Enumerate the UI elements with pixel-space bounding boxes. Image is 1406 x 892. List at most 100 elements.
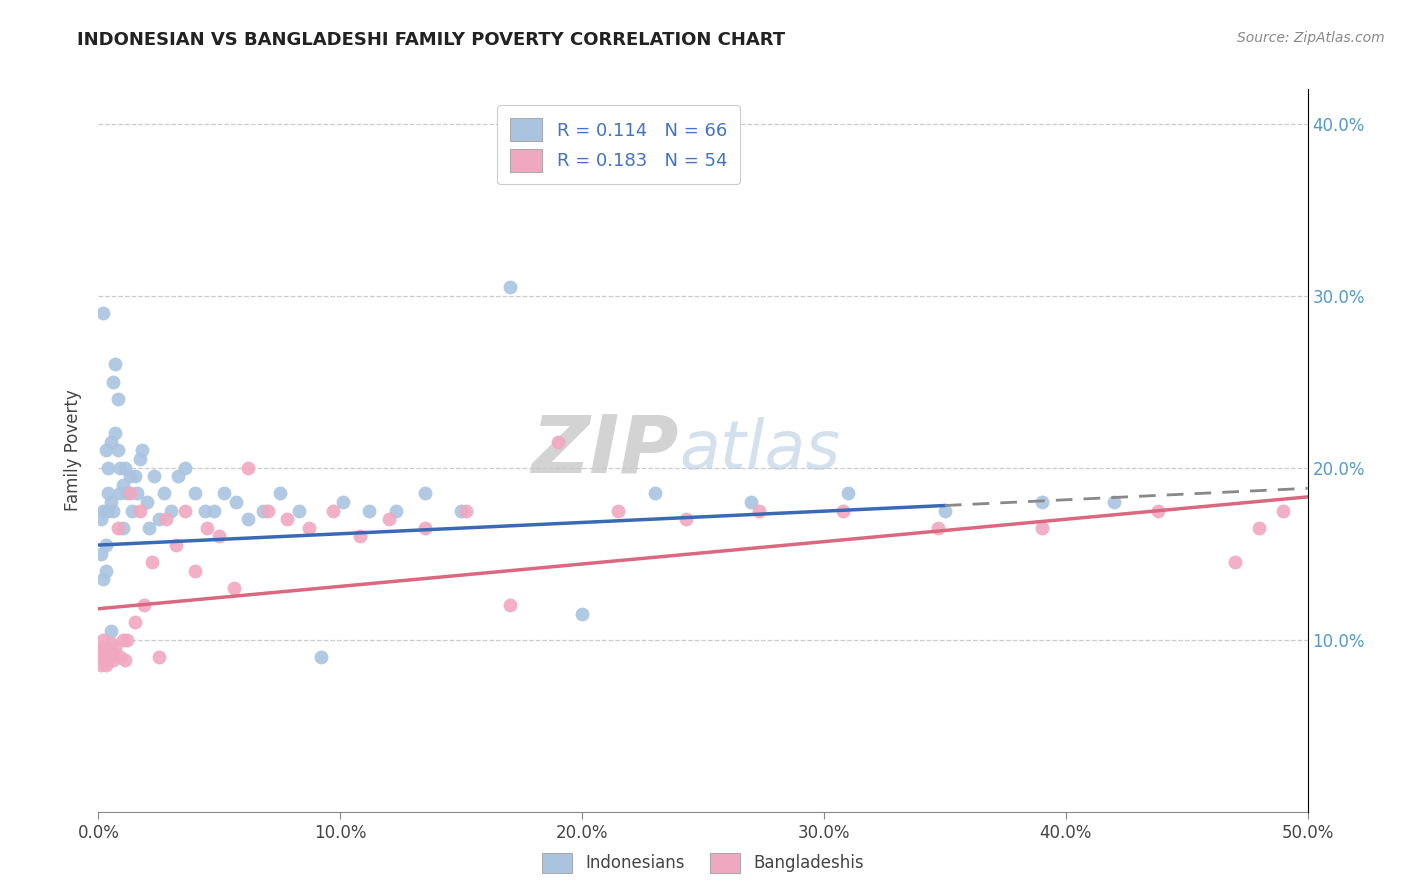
Point [212,486,235,500]
Point [748,503,770,517]
Point [1272,503,1295,517]
Point [127,486,149,500]
Point [1102,495,1125,509]
Point [124,469,146,483]
Point [111,478,134,492]
Point [148,512,170,526]
Point [90,641,112,656]
Point [143,469,166,483]
Point [225,495,247,509]
Point [135,495,157,509]
Point [111,632,134,647]
Point [101,653,124,667]
Point [117,632,139,647]
Text: ZIP: ZIP [531,411,679,490]
Point [174,503,197,517]
Point [322,503,344,517]
Point [1223,555,1246,569]
Point [740,495,762,509]
Point [90,641,112,656]
Point [104,641,127,656]
Point [107,521,129,535]
Point [104,358,127,372]
Point [238,460,260,475]
Point [1031,495,1053,509]
Legend: Indonesians, Bangladeshis: Indonesians, Bangladeshis [536,847,870,880]
Point [349,529,371,543]
Point [94,503,117,517]
Point [332,495,354,509]
Point [377,512,399,526]
Point [288,503,311,517]
Legend: R = 0.114   N = 66, R = 0.183   N = 54: R = 0.114 N = 66, R = 0.183 N = 54 [496,105,740,185]
Point [91,649,114,664]
Point [97,653,120,667]
Point [94,538,117,552]
Point [675,512,697,526]
Point [90,658,112,673]
Point [413,486,436,500]
Point [252,503,274,517]
Point [100,636,122,650]
Point [114,460,136,475]
Point [359,503,381,517]
Point [152,486,174,500]
Point [108,460,131,475]
Point [91,306,114,320]
Point [134,599,156,613]
Point [94,443,117,458]
Point [107,443,129,458]
Point [298,521,321,535]
Point [90,512,112,526]
Point [607,503,630,517]
Point [1146,503,1168,517]
Point [100,434,122,449]
Point [222,581,245,595]
Point [97,503,120,517]
Point [276,512,298,526]
Text: Source: ZipAtlas.com: Source: ZipAtlas.com [1237,31,1385,45]
Point [100,495,122,509]
Point [165,538,187,552]
Point [454,503,477,517]
Point [138,521,160,535]
Point [269,486,291,500]
Point [204,503,226,517]
Point [91,641,114,656]
Y-axis label: Family Poverty: Family Poverty [65,390,83,511]
Point [644,486,666,500]
Point [184,564,207,578]
Point [91,632,114,647]
Point [1031,521,1053,535]
Point [118,469,141,483]
Point [547,434,569,449]
Point [94,649,117,664]
Point [128,503,150,517]
Text: atlas: atlas [679,417,839,483]
Text: INDONESIAN VS BANGLADESHI FAMILY POVERTY CORRELATION CHART: INDONESIAN VS BANGLADESHI FAMILY POVERTY… [77,31,786,49]
Point [1249,521,1271,535]
Point [141,555,163,569]
Point [208,529,231,543]
Point [934,503,956,517]
Point [100,647,122,661]
Point [111,521,134,535]
Point [184,486,207,500]
Point [128,452,150,467]
Point [121,503,143,517]
Point [94,658,117,673]
Point [155,512,177,526]
Point [97,641,120,656]
Point [91,641,114,656]
Point [94,564,117,578]
Point [498,280,520,294]
Point [107,392,129,406]
Point [571,607,593,621]
Point [118,486,141,500]
Point [832,503,855,517]
Point [498,599,520,613]
Point [91,503,114,517]
Point [148,649,170,664]
Point [101,503,124,517]
Point [160,503,183,517]
